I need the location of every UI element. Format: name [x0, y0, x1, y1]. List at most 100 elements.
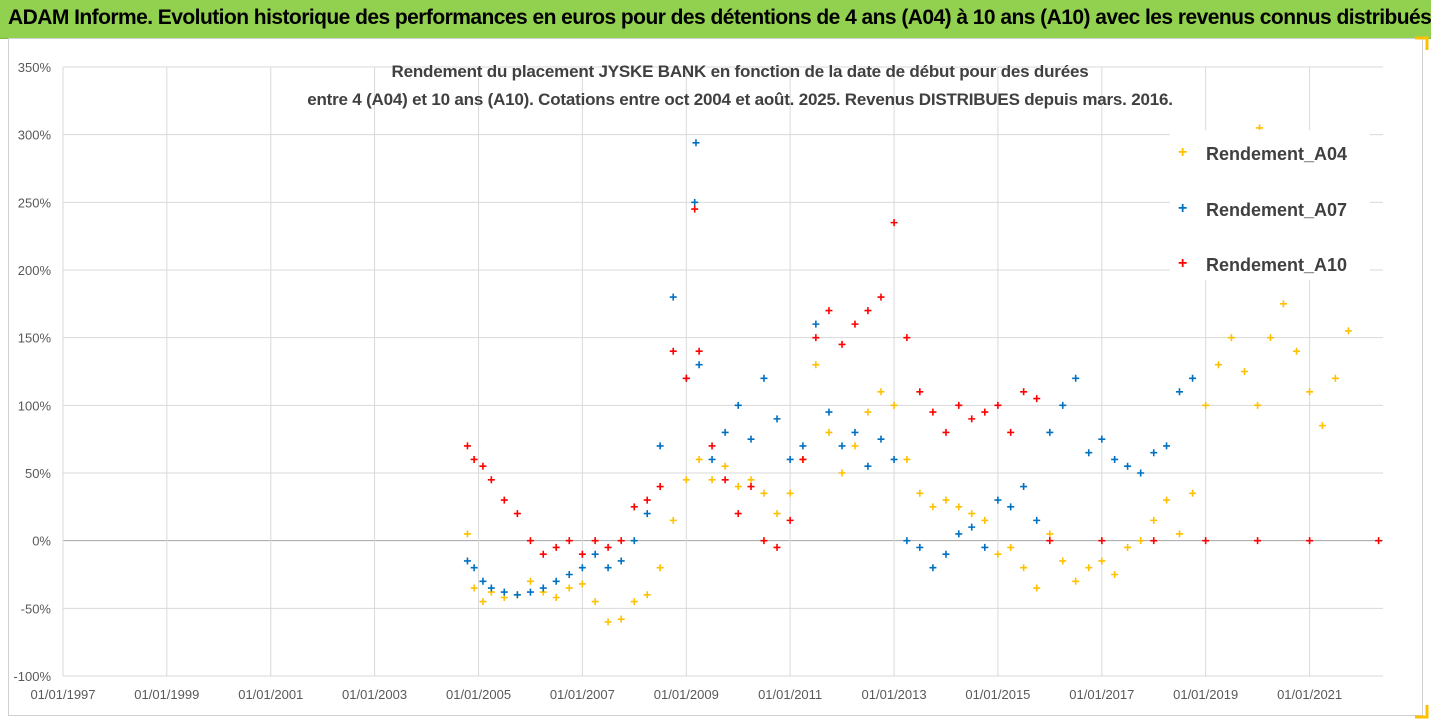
data-point	[773, 415, 781, 423]
data-point	[812, 320, 820, 328]
data-point	[682, 374, 690, 382]
data-point	[695, 361, 703, 369]
data-point	[643, 510, 651, 518]
data-point	[1227, 334, 1235, 342]
data-point	[929, 408, 937, 416]
x-tick-label: 01/01/2017	[1069, 687, 1134, 702]
x-tick-label: 01/01/1997	[30, 687, 95, 702]
data-point	[1059, 557, 1067, 565]
data-point	[708, 442, 716, 450]
data-point	[1007, 543, 1015, 551]
data-point	[1046, 428, 1054, 436]
data-point	[526, 588, 534, 596]
legend-marker-a10: +	[1178, 255, 1188, 272]
data-point	[864, 307, 872, 315]
data-point	[968, 510, 976, 518]
data-point	[1020, 564, 1028, 572]
data-point	[812, 334, 820, 342]
x-tick-label: 01/01/2021	[1277, 687, 1342, 702]
data-point	[1085, 449, 1093, 457]
data-point	[708, 455, 716, 463]
legend-marker-a04: +	[1178, 144, 1188, 161]
data-point	[838, 469, 846, 477]
data-point	[799, 442, 807, 450]
data-point	[669, 347, 677, 355]
data-point	[1137, 469, 1145, 477]
chart-title-line-1: Rendement du placement JYSKE BANK en fon…	[391, 62, 1089, 81]
data-point	[470, 455, 478, 463]
data-point	[1072, 374, 1080, 382]
data-point	[760, 537, 768, 545]
data-point	[1306, 388, 1314, 396]
data-point	[1214, 361, 1222, 369]
data-point	[1150, 537, 1158, 545]
legend-label-a07: Rendement_A07	[1206, 200, 1348, 220]
data-point	[591, 598, 599, 606]
data-point	[734, 483, 742, 491]
data-point	[1331, 374, 1339, 382]
data-point	[1098, 435, 1106, 443]
data-point	[1163, 496, 1171, 504]
data-point	[1020, 388, 1028, 396]
data-point	[955, 401, 963, 409]
y-tick-label: 100%	[18, 398, 52, 413]
data-point	[479, 462, 487, 470]
data-series	[463, 124, 1383, 626]
data-point	[470, 584, 478, 592]
grid-lines	[62, 66, 1383, 677]
data-point	[552, 577, 560, 585]
data-point	[643, 591, 651, 599]
data-point	[1098, 557, 1106, 565]
data-point	[1124, 543, 1132, 551]
data-point	[565, 584, 573, 592]
x-tick-label: 01/01/2007	[550, 687, 615, 702]
data-point	[773, 543, 781, 551]
data-point	[604, 564, 612, 572]
data-point	[721, 428, 729, 436]
frame-corner-bottom-right	[1415, 705, 1429, 719]
data-point	[1085, 564, 1093, 572]
data-point	[479, 598, 487, 606]
data-point	[1007, 428, 1015, 436]
data-point	[604, 543, 612, 551]
data-point	[470, 564, 478, 572]
data-point	[1240, 368, 1248, 375]
x-tick-label: 01/01/2003	[342, 687, 407, 702]
axes: -100% -50% 0% 50% 100% 150% 200% 250% 300% 350% 01…	[13, 60, 1342, 702]
data-point	[903, 537, 911, 545]
data-point	[786, 455, 794, 463]
data-point	[526, 577, 534, 585]
series-rendement_a10	[463, 205, 1383, 558]
data-point	[1344, 327, 1352, 335]
data-point	[890, 401, 898, 409]
data-point	[630, 537, 638, 545]
y-tick-label: 250%	[18, 195, 52, 210]
data-point	[617, 537, 625, 545]
data-point	[747, 435, 755, 443]
y-tick-label: 200%	[18, 263, 52, 278]
y-tick-label: 150%	[18, 331, 52, 346]
data-point	[487, 476, 495, 484]
legend-marker-a07: +	[1178, 200, 1188, 217]
data-point	[578, 550, 586, 558]
data-point	[539, 584, 547, 592]
legend-item-a10: + Rendement_A10	[1178, 255, 1347, 276]
data-point	[1059, 401, 1067, 409]
data-point	[903, 455, 911, 463]
data-point	[903, 334, 911, 342]
y-tick-label: 300%	[18, 128, 52, 143]
series-rendement_a07	[463, 139, 1197, 599]
x-tick-label: 01/01/2019	[1173, 687, 1238, 702]
data-point	[994, 401, 1002, 409]
data-point	[500, 588, 508, 596]
report-banner: ADAM Informe. Evolution historique des p…	[0, 0, 1431, 39]
data-point	[539, 550, 547, 558]
data-point	[786, 489, 794, 497]
data-point	[630, 503, 638, 511]
data-point	[1111, 455, 1119, 463]
y-tick-label: -100%	[13, 669, 51, 684]
data-point	[1202, 537, 1210, 545]
data-point	[1254, 401, 1262, 409]
data-point	[487, 584, 495, 592]
